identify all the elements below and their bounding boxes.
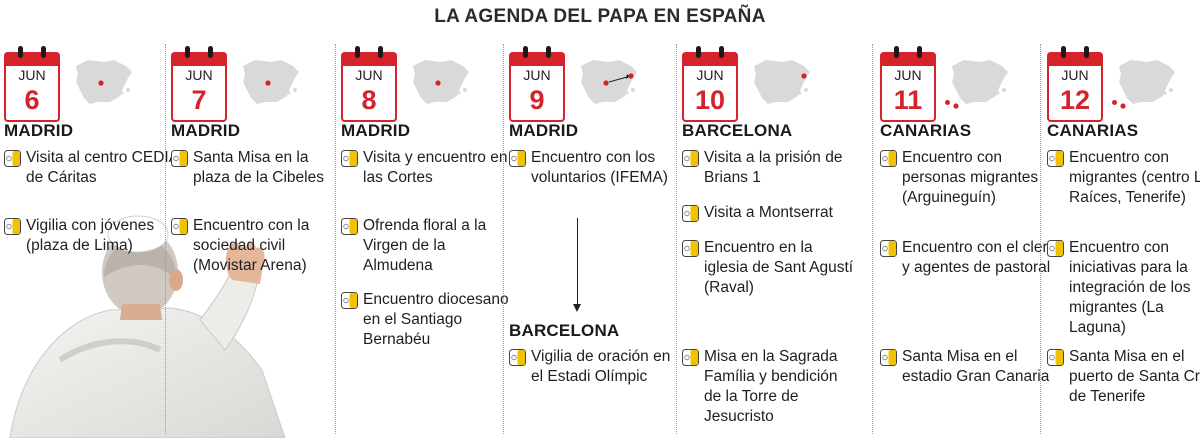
column-divider xyxy=(872,44,873,434)
spain-map-icon xyxy=(76,60,132,104)
vatican-flag-icon xyxy=(880,349,897,366)
vatican-flag-icon xyxy=(341,150,358,167)
calendar-month: JUN xyxy=(523,67,551,83)
calendar-month: JUN xyxy=(894,67,922,83)
event-text: Visita a la prisión de Brians 1 xyxy=(704,149,843,186)
transfer-arrow xyxy=(577,218,578,306)
canarias-marker xyxy=(1112,100,1117,105)
event-text: Santa Misa en el puerto de Santa Cruz de… xyxy=(1069,348,1200,405)
event-text: Visita al centro CEDIA de Cáritas xyxy=(26,149,179,186)
vatican-flag-icon xyxy=(341,292,358,309)
column-divider xyxy=(503,44,504,434)
vatican-flag-icon xyxy=(1047,349,1064,366)
column-divider xyxy=(165,44,166,434)
spain-map-icon xyxy=(581,60,637,104)
calendar-icon: JUN 9 xyxy=(509,46,565,122)
vatican-flag-icon xyxy=(682,240,699,257)
spain-map-icon xyxy=(413,60,469,104)
day-header: JUN 9 xyxy=(509,46,649,128)
event-text: Encuentro con personas migrantes (Arguin… xyxy=(902,149,1039,206)
calendar-month: JUN xyxy=(185,67,213,83)
event-text: Encuentro con migrantes (centro Las Raíc… xyxy=(1069,149,1200,206)
vatican-flag-icon xyxy=(1047,240,1064,257)
day-header: JUN 11 xyxy=(880,46,1020,128)
spain-map-icon xyxy=(243,60,299,104)
event-text: Encuentro con el clero y agentes de past… xyxy=(902,239,1057,276)
city-name: CANARIAS xyxy=(1047,121,1139,140)
calendar-day: 12 xyxy=(1059,85,1091,115)
day-header: JUN 7 xyxy=(171,46,311,128)
calendar-day: 8 xyxy=(361,85,377,115)
spain-map-icon xyxy=(754,60,810,104)
spain-map-icon xyxy=(952,60,1008,109)
event-text: Misa en la Sagrada Família y bendición d… xyxy=(704,348,838,425)
arrow-head-icon xyxy=(573,304,581,312)
vatican-flag-icon xyxy=(509,150,526,167)
vatican-flag-icon xyxy=(509,349,526,366)
event-text: Ofrenda floral a la Virgen de la Almuden… xyxy=(363,217,487,274)
vatican-flag-icon xyxy=(682,349,699,366)
city-name: MADRID xyxy=(509,121,579,140)
pope-photo xyxy=(9,215,286,438)
city-name: BARCELONA xyxy=(509,321,620,340)
vatican-flag-icon xyxy=(4,150,21,167)
vatican-flag-icon xyxy=(1047,150,1064,167)
calendar-icon: JUN 11 xyxy=(880,46,936,122)
city-name: CANARIAS xyxy=(880,121,972,140)
event-text: Encuentro con la sociedad civil (Movista… xyxy=(193,217,310,274)
calendar-month: JUN xyxy=(696,67,724,83)
column-divider xyxy=(676,44,677,434)
event-text: Vigilia de oración en el Estadi Olímpic xyxy=(531,348,671,385)
calendar-day: 9 xyxy=(529,85,545,115)
event-text: Encuentro en la iglesia de Sant Agustí (… xyxy=(704,239,854,296)
calendar-month: JUN xyxy=(355,67,383,83)
calendar-day: 7 xyxy=(191,85,207,115)
calendar-day: 6 xyxy=(24,85,40,115)
event-text: Visita a Montserrat xyxy=(704,204,833,221)
day-header: JUN 10 xyxy=(682,46,822,128)
calendar-icon: JUN 8 xyxy=(341,46,397,122)
column-divider xyxy=(335,44,336,434)
event-text: Encuentro con iniciativas para la integr… xyxy=(1069,239,1191,336)
vatican-flag-icon xyxy=(4,218,21,235)
event-text: Encuentro con los voluntarios (IFEMA) xyxy=(531,149,668,186)
vatican-flag-icon xyxy=(171,218,188,235)
day-header: JUN 8 xyxy=(341,46,481,128)
calendar-icon: JUN 7 xyxy=(171,46,227,122)
day-header: JUN 12 xyxy=(1047,46,1187,128)
calendar-icon: JUN 10 xyxy=(682,46,738,122)
city-name: BARCELONA xyxy=(682,121,793,140)
page-title: LA AGENDA DEL PAPA EN ESPAÑA xyxy=(434,6,766,27)
column-divider xyxy=(1040,44,1041,434)
event-text: Santa Misa en la plaza de la Cibeles xyxy=(193,149,324,186)
calendar-day: 10 xyxy=(694,85,726,115)
calendar-icon: JUN 6 xyxy=(4,46,60,122)
event-text: Santa Misa en el estadio Gran Canaria xyxy=(902,348,1050,385)
event-text: Encuentro diocesano en el Santiago Berna… xyxy=(363,291,509,348)
city-name: MADRID xyxy=(4,121,74,140)
vatican-flag-icon xyxy=(682,150,699,167)
canarias-marker xyxy=(945,100,950,105)
event-text: Vigilia con jóvenes (plaza de Lima) xyxy=(26,217,155,254)
calendar-month: JUN xyxy=(1061,67,1089,83)
calendar-month: JUN xyxy=(18,67,46,83)
vatican-flag-icon xyxy=(880,150,897,167)
vatican-flag-icon xyxy=(880,240,897,257)
calendar-day: 11 xyxy=(893,85,923,115)
vatican-flag-icon xyxy=(682,205,699,222)
day-header: JUN 6 xyxy=(4,46,144,128)
vatican-flag-icon xyxy=(341,218,358,235)
city-name: MADRID xyxy=(171,121,241,140)
spain-map-icon xyxy=(1119,60,1175,109)
city-name: MADRID xyxy=(341,121,411,140)
event-text: Visita y encuentro en las Cortes xyxy=(363,149,508,186)
calendar-icon: JUN 12 xyxy=(1047,46,1103,122)
vatican-flag-icon xyxy=(171,150,188,167)
